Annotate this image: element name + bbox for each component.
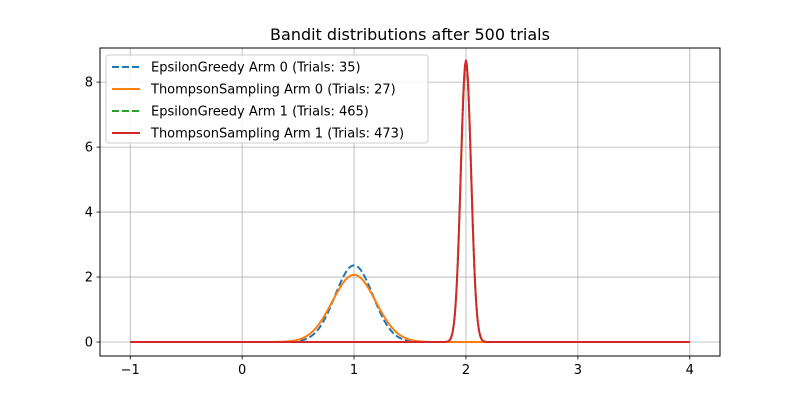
legend: EpsilonGreedy Arm 0 (Trials: 35) Thompson… bbox=[105, 54, 429, 144]
legend-label-2: EpsilonGreedy Arm 1 (Trials: 465) bbox=[151, 105, 369, 120]
y-tick-label: 6 bbox=[85, 141, 93, 156]
x-tick-label: 0 bbox=[238, 363, 246, 378]
axis-ticks: −1 0 1 2 3 4 0 2 4 6 8 bbox=[85, 76, 694, 378]
y-tick-label: 0 bbox=[85, 336, 93, 351]
legend-label-1: ThompsonSampling Arm 0 (Trials: 27) bbox=[150, 83, 396, 98]
series-line-3 bbox=[130, 59, 690, 344]
legend-label-3: ThompsonSampling Arm 1 (Trials: 473) bbox=[150, 127, 404, 142]
x-tick-label: −1 bbox=[121, 363, 140, 378]
y-tick-label: 2 bbox=[85, 271, 93, 286]
x-tick-label: 4 bbox=[686, 363, 694, 378]
x-tick-label: 2 bbox=[462, 363, 470, 378]
legend-box bbox=[105, 54, 429, 144]
y-tick-label: 4 bbox=[85, 206, 93, 221]
x-tick-label: 1 bbox=[350, 363, 358, 378]
plot-lines bbox=[130, 59, 690, 344]
legend-label-0: EpsilonGreedy Arm 0 (Trials: 35) bbox=[151, 61, 361, 76]
plot-frame bbox=[99, 47, 721, 357]
y-tick-label: 8 bbox=[85, 76, 93, 91]
chart-title: Bandit distributions after 500 trials bbox=[270, 25, 550, 44]
x-tick-label: 3 bbox=[574, 363, 582, 378]
